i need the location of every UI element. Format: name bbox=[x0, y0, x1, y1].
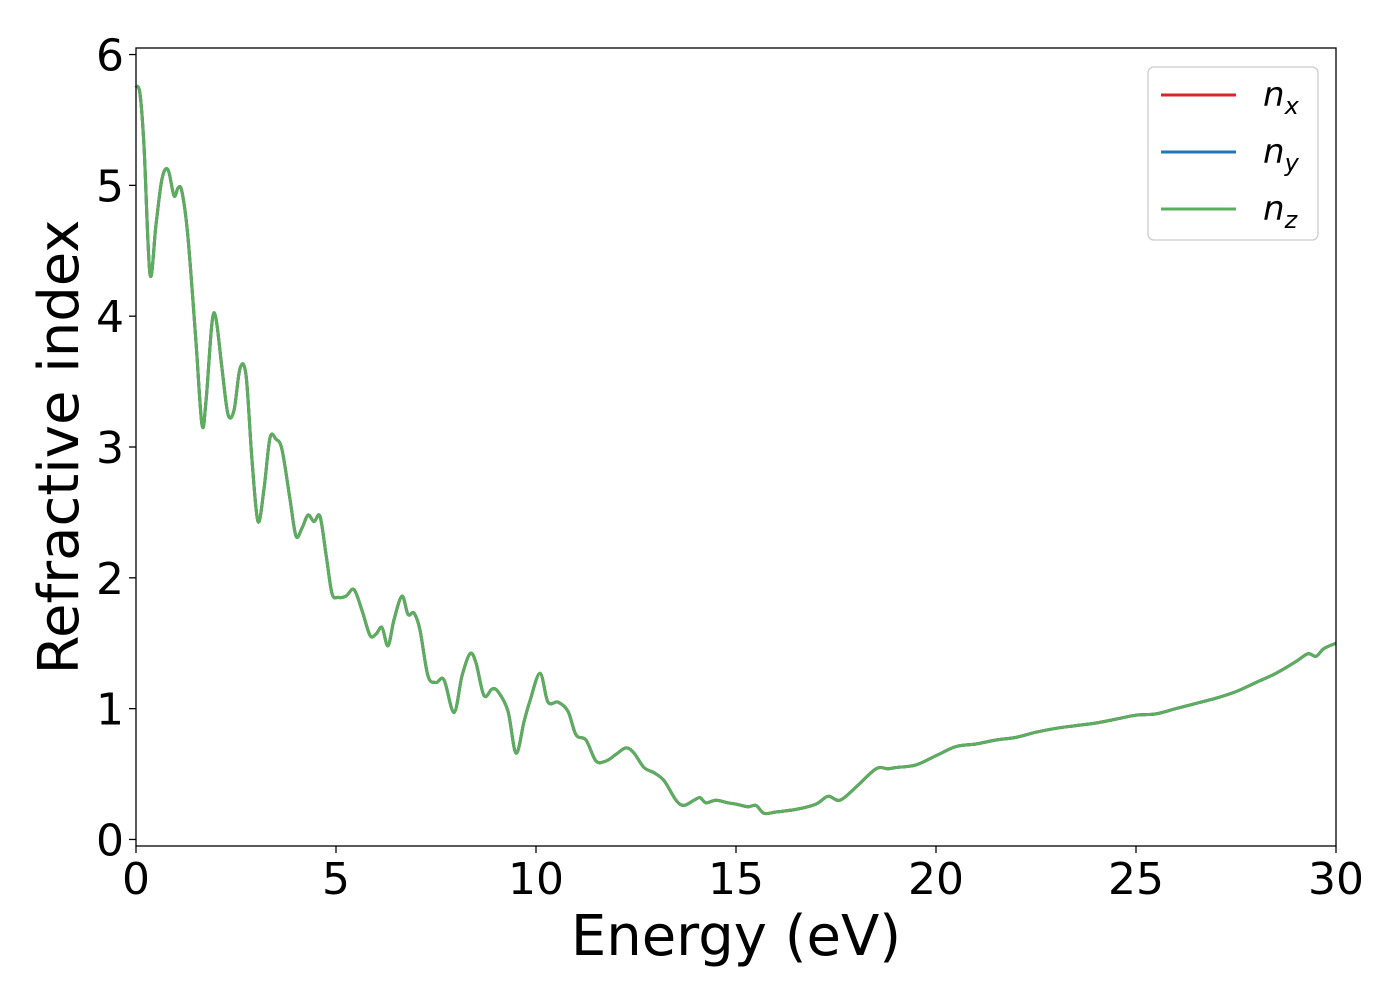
x-tick-label: 5 bbox=[322, 854, 350, 905]
x-axis-title: Energy (eV) bbox=[571, 904, 901, 969]
legend-label-n-x: nx bbox=[1263, 75, 1300, 120]
y-tick-label: 0 bbox=[96, 815, 124, 866]
series-line-n-z bbox=[134, 84, 1337, 816]
y-axis-title: Refractive index bbox=[27, 220, 92, 675]
y-tick-label: 6 bbox=[96, 31, 124, 82]
x-tick-label: 10 bbox=[508, 854, 564, 905]
x-tick-label: 25 bbox=[1108, 854, 1164, 905]
y-tick-label: 2 bbox=[96, 554, 124, 605]
legend: nx ny nz bbox=[1147, 66, 1319, 241]
x-axis-ticks: 0 5 10 15 20 25 30 bbox=[122, 846, 1364, 905]
x-tick-label: 0 bbox=[122, 854, 150, 905]
y-tick-label: 4 bbox=[96, 292, 124, 343]
y-tick-label: 1 bbox=[96, 685, 124, 736]
legend-label-n-y: ny bbox=[1263, 132, 1300, 177]
y-tick-label: 5 bbox=[96, 161, 124, 212]
y-tick-label: 3 bbox=[96, 423, 124, 474]
legend-label-n-z: nz bbox=[1263, 189, 1299, 234]
series-layer bbox=[134, 84, 1337, 816]
x-tick-label: 30 bbox=[1308, 854, 1364, 905]
x-tick-label: 20 bbox=[908, 854, 964, 905]
x-tick-label: 15 bbox=[708, 854, 764, 905]
y-axis-ticks: 0 1 2 3 4 5 6 bbox=[96, 31, 136, 866]
